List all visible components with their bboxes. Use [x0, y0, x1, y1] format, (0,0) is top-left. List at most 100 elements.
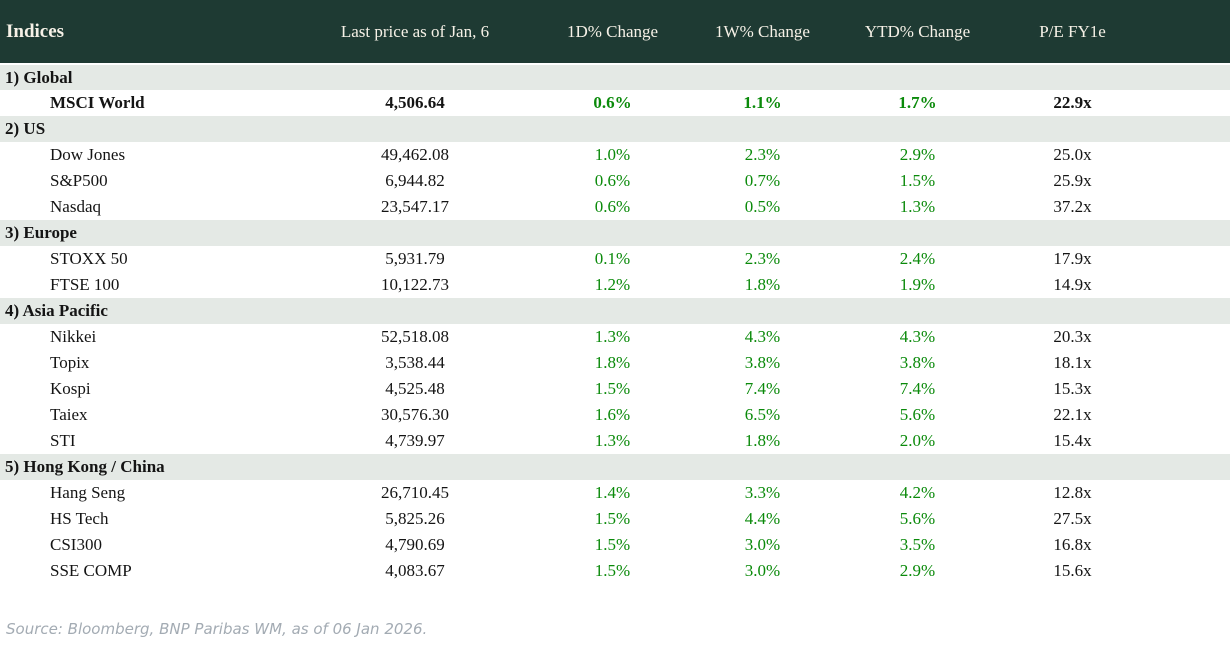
- index-row-sti: STI 4,739.97 1.3% 1.8% 2.0% 15.4x: [0, 428, 1230, 454]
- indices-table-body: 1) Global MSCI World 4,506.64 0.6% 1.1% 1.7% 2…: [0, 64, 1230, 584]
- pe-ratio: 37.2x: [1053, 197, 1092, 216]
- change-1w: 1.8%: [744, 275, 781, 294]
- pe-ratio: 16.8x: [1053, 535, 1092, 554]
- change-ytd: 2.9%: [899, 145, 936, 164]
- last-price: 5,931.79: [385, 249, 445, 268]
- index-name: Hang Seng: [50, 483, 126, 502]
- pe-ratio: 25.0x: [1053, 145, 1092, 164]
- row-spacer: [1150, 246, 1230, 272]
- index-row-dow-jones: Dow Jones 49,462.08 1.0% 2.3% 2.9% 25.0x: [0, 142, 1230, 168]
- section-row-1-global: 1) Global: [0, 64, 1230, 90]
- section-row-2-us: 2) US: [0, 116, 1230, 142]
- change-1w: 1.8%: [744, 431, 781, 450]
- change-1d: 0.6%: [593, 93, 632, 112]
- change-1d: 1.3%: [594, 431, 631, 450]
- indices-table: Indices Last price as of Jan, 6 1D% Chan…: [0, 0, 1230, 584]
- index-row-hang-seng: Hang Seng 26,710.45 1.4% 3.3% 4.2% 12.8x: [0, 480, 1230, 506]
- pe-ratio: 17.9x: [1053, 249, 1092, 268]
- row-spacer: [1150, 532, 1230, 558]
- row-spacer: [1150, 402, 1230, 428]
- column-header-ytd-change: YTD% Change: [840, 0, 995, 65]
- last-price: 5,825.26: [385, 509, 445, 528]
- last-price: 30,576.30: [381, 405, 449, 424]
- index-row-ftse-100: FTSE 100 10,122.73 1.2% 1.8% 1.9% 14.9x: [0, 272, 1230, 298]
- index-name: HS Tech: [50, 509, 109, 528]
- change-1d: 1.3%: [594, 327, 631, 346]
- section-label: 3) Europe: [5, 223, 77, 242]
- row-spacer: [1150, 558, 1230, 584]
- section-label: 2) US: [5, 119, 46, 138]
- index-name: CSI300: [50, 535, 102, 554]
- row-spacer: [1150, 90, 1230, 116]
- change-ytd: 2.9%: [899, 561, 936, 580]
- index-name: Topix: [50, 353, 90, 372]
- change-1d: 1.0%: [594, 145, 631, 164]
- index-row-topix: Topix 3,538.44 1.8% 3.8% 3.8% 18.1x: [0, 350, 1230, 376]
- change-ytd: 2.0%: [899, 431, 936, 450]
- change-1w: 0.5%: [744, 197, 781, 216]
- pe-ratio: 20.3x: [1053, 327, 1092, 346]
- row-spacer: [1150, 376, 1230, 402]
- change-ytd: 3.5%: [899, 535, 936, 554]
- row-spacer: [1150, 506, 1230, 532]
- last-price: 52,518.08: [381, 327, 449, 346]
- row-spacer: [1150, 428, 1230, 454]
- change-ytd: 5.6%: [899, 405, 936, 424]
- index-name: Dow Jones: [50, 145, 126, 164]
- last-price: 4,790.69: [385, 535, 445, 554]
- change-ytd: 7.4%: [899, 379, 936, 398]
- column-header-spacer: [1150, 0, 1230, 65]
- change-1d: 0.6%: [594, 197, 631, 216]
- change-1w: 6.5%: [744, 405, 781, 424]
- index-name: S&P500: [50, 171, 108, 190]
- row-spacer: [1150, 272, 1230, 298]
- change-ytd: 1.9%: [899, 275, 936, 294]
- change-1d: 1.4%: [594, 483, 631, 502]
- pe-ratio: 15.3x: [1053, 379, 1092, 398]
- change-ytd: 3.8%: [899, 353, 936, 372]
- row-spacer: [1150, 194, 1230, 220]
- index-name: FTSE 100: [50, 275, 120, 294]
- change-1w: 3.3%: [744, 483, 781, 502]
- pe-ratio: 14.9x: [1053, 275, 1092, 294]
- change-ytd: 4.2%: [899, 483, 936, 502]
- index-row-kospi: Kospi 4,525.48 1.5% 7.4% 7.4% 15.3x: [0, 376, 1230, 402]
- column-header-last-price: Last price as of Jan, 6: [290, 0, 540, 65]
- change-ytd: 1.7%: [898, 93, 937, 112]
- pe-ratio: 25.9x: [1053, 171, 1092, 190]
- change-1d: 1.8%: [594, 353, 631, 372]
- change-1d: 1.6%: [594, 405, 631, 424]
- index-name: Nikkei: [50, 327, 97, 346]
- row-spacer: [1150, 480, 1230, 506]
- index-name: Nasdaq: [50, 197, 101, 216]
- change-1d: 1.5%: [594, 535, 631, 554]
- section-label: 4) Asia Pacific: [5, 301, 108, 320]
- header-row: Indices Last price as of Jan, 6 1D% Chan…: [0, 0, 1230, 65]
- pe-ratio: 15.6x: [1053, 561, 1092, 580]
- change-1w: 1.1%: [743, 93, 782, 112]
- last-price: 4,083.67: [385, 561, 445, 580]
- index-row-taiex: Taiex 30,576.30 1.6% 6.5% 5.6% 22.1x: [0, 402, 1230, 428]
- index-name: MSCI World: [50, 93, 145, 112]
- index-name: Kospi: [50, 379, 91, 398]
- change-1w: 4.4%: [744, 509, 781, 528]
- index-name: SSE COMP: [50, 561, 132, 580]
- change-1d: 1.5%: [594, 561, 631, 580]
- index-name: STOXX 50: [50, 249, 128, 268]
- index-row-sse-comp: SSE COMP 4,083.67 1.5% 3.0% 2.9% 15.6x: [0, 558, 1230, 584]
- indices-table-header: Indices Last price as of Jan, 6 1D% Chan…: [0, 0, 1230, 65]
- pe-ratio: 22.1x: [1053, 405, 1092, 424]
- change-1w: 2.3%: [744, 145, 781, 164]
- change-1w: 4.3%: [744, 327, 781, 346]
- index-row-stoxx-50: STOXX 50 5,931.79 0.1% 2.3% 2.4% 17.9x: [0, 246, 1230, 272]
- last-price: 3,538.44: [385, 353, 445, 372]
- change-ytd: 2.4%: [899, 249, 936, 268]
- last-price: 26,710.45: [381, 483, 449, 502]
- index-row-msci-world: MSCI World 4,506.64 0.6% 1.1% 1.7% 22.9x: [0, 90, 1230, 116]
- row-spacer: [1150, 168, 1230, 194]
- table-title: Indices: [0, 0, 290, 65]
- section-row-4-asia-pacific: 4) Asia Pacific: [0, 298, 1230, 324]
- section-label: 5) Hong Kong / China: [5, 457, 165, 476]
- pe-ratio: 18.1x: [1053, 353, 1092, 372]
- change-1w: 2.3%: [744, 249, 781, 268]
